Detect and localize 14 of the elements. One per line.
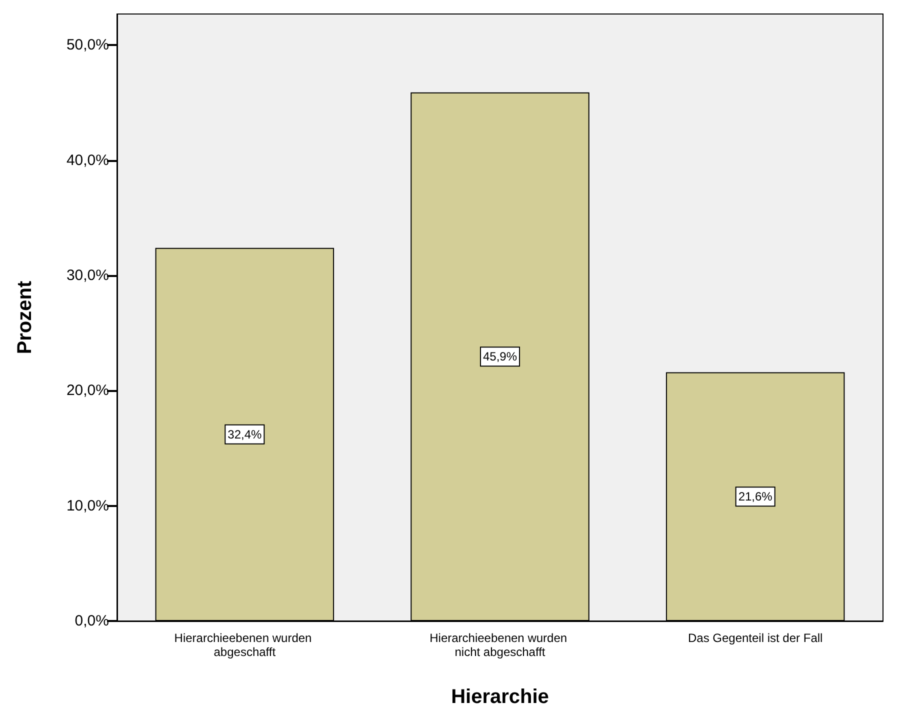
x-tick-label: Hierarchieebenen wurden nicht abgeschafft bbox=[430, 631, 570, 659]
y-tick-label: 20,0% bbox=[66, 382, 109, 400]
y-tick-label: 50,0% bbox=[66, 36, 109, 54]
x-tick-label: Das Gegenteil ist der Fall bbox=[688, 631, 823, 645]
x-axis-title: Hierarchie bbox=[451, 686, 549, 708]
data-label: 45,9% bbox=[482, 350, 518, 364]
y-axis-title: Prozent bbox=[14, 280, 36, 354]
x-tick-label: Hierarchieebenen wurden abgeschafft bbox=[174, 631, 316, 659]
y-tick-label: 40,0% bbox=[66, 152, 109, 169]
y-tick-label: 30,0% bbox=[66, 266, 109, 284]
data-label: 21,6% bbox=[738, 490, 773, 504]
data-label: 32,4% bbox=[228, 427, 262, 442]
y-tick-label: 10,0% bbox=[66, 497, 109, 514]
y-tick-label: 0,0% bbox=[74, 612, 109, 630]
